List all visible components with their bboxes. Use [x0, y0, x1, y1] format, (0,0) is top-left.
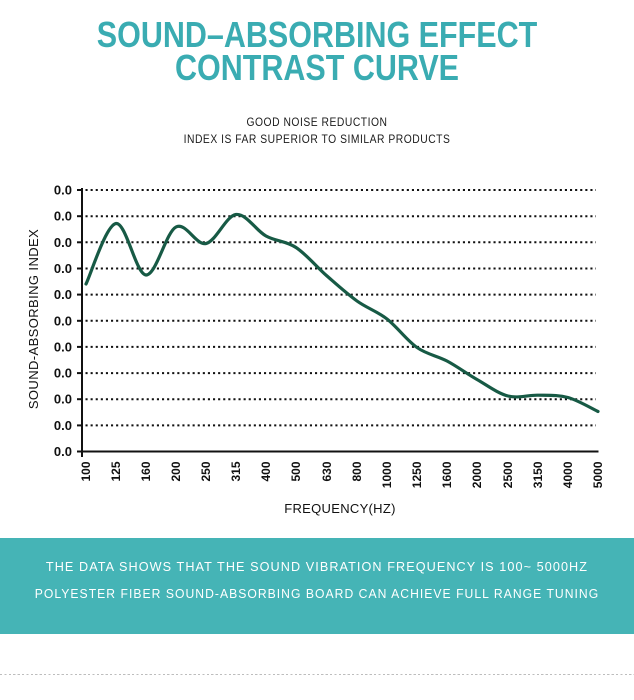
svg-text:1600: 1600: [440, 461, 454, 488]
svg-text:250: 250: [199, 461, 213, 481]
svg-text:SOUND-ABSORBING INDEX: SOUND-ABSORBING INDEX: [26, 229, 41, 409]
svg-text:0.0: 0.0: [54, 418, 72, 433]
svg-text:0.0: 0.0: [54, 183, 72, 198]
svg-text:100: 100: [79, 461, 93, 481]
svg-text:FREQUENCY(HZ): FREQUENCY(HZ): [284, 501, 396, 516]
svg-text:160: 160: [139, 461, 153, 481]
svg-text:0.0: 0.0: [54, 209, 72, 224]
svg-text:0.0: 0.0: [54, 392, 72, 407]
svg-text:500: 500: [289, 461, 303, 481]
svg-text:2500: 2500: [501, 461, 515, 488]
svg-text:800: 800: [350, 461, 364, 481]
svg-text:3150: 3150: [531, 461, 545, 488]
svg-text:0.0: 0.0: [54, 235, 72, 250]
svg-text:0.0: 0.0: [54, 287, 72, 302]
svg-text:0.0: 0.0: [54, 339, 72, 354]
svg-text:1000: 1000: [380, 461, 394, 488]
svg-text:0.0: 0.0: [54, 313, 72, 328]
svg-text:1250: 1250: [410, 461, 424, 488]
svg-text:630: 630: [320, 461, 334, 481]
svg-text:0.0: 0.0: [54, 366, 72, 381]
svg-text:0.0: 0.0: [54, 261, 72, 276]
svg-text:125: 125: [109, 461, 123, 481]
svg-text:0.0: 0.0: [54, 444, 72, 459]
svg-text:5000: 5000: [591, 461, 605, 488]
svg-text:4000: 4000: [561, 461, 575, 488]
svg-text:400: 400: [259, 461, 273, 481]
svg-text:315: 315: [229, 461, 243, 481]
svg-text:2000: 2000: [470, 461, 484, 488]
svg-text:200: 200: [169, 461, 183, 481]
